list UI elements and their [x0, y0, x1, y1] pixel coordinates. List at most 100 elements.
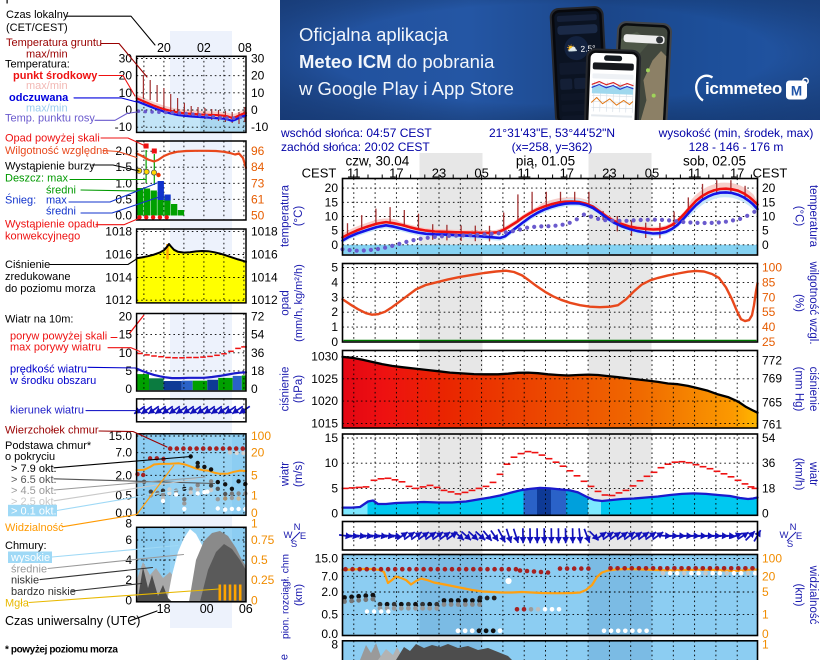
svg-text:10: 10 — [325, 456, 339, 470]
svg-text:0: 0 — [251, 103, 258, 117]
svg-text:0: 0 — [251, 382, 258, 396]
svg-text:15: 15 — [119, 328, 133, 342]
svg-text:W: W — [780, 530, 789, 541]
svg-text:15.0: 15.0 — [315, 552, 339, 566]
svg-text:2.0: 2.0 — [321, 585, 338, 599]
svg-text:20: 20 — [762, 181, 776, 195]
svg-text:1030: 1030 — [311, 350, 338, 364]
svg-text:2: 2 — [125, 573, 132, 587]
svg-text:S: S — [291, 539, 297, 550]
svg-text:11: 11 — [688, 166, 702, 181]
svg-text:(°C): (°C) — [293, 206, 305, 227]
svg-text:1016: 1016 — [105, 248, 132, 262]
svg-text:0.25: 0.25 — [251, 573, 275, 587]
svg-text:Widzialność: Widzialność — [5, 522, 64, 534]
svg-text:zredukowane: zredukowane — [5, 271, 70, 283]
svg-text:1018: 1018 — [105, 225, 132, 239]
svg-text:23: 23 — [432, 166, 446, 181]
svg-text:(km): (km) — [293, 584, 305, 606]
svg-text:S: S — [787, 539, 793, 550]
svg-text:1012: 1012 — [251, 293, 278, 307]
svg-text:o pokryciu: o pokryciu — [5, 451, 55, 463]
svg-text:0.5: 0.5 — [321, 608, 338, 622]
svg-text:0: 0 — [125, 594, 132, 608]
svg-text:20: 20 — [762, 569, 776, 583]
svg-text:N: N — [790, 522, 797, 533]
svg-text:konwekcyjnego: konwekcyjnego — [5, 231, 80, 243]
svg-text:> 0.1 okt.: > 0.1 okt. — [11, 506, 57, 518]
svg-text:1016: 1016 — [251, 248, 278, 262]
svg-text:20: 20 — [251, 446, 265, 460]
svg-text:05: 05 — [474, 166, 488, 181]
svg-text:5: 5 — [331, 481, 338, 495]
svg-text:54: 54 — [251, 328, 265, 342]
svg-text:2: 2 — [331, 305, 338, 319]
svg-text:Oficjalna aplikacja: Oficjalna aplikacja — [299, 24, 449, 45]
svg-text:0: 0 — [251, 594, 258, 608]
svg-text:temperatura: temperatura — [280, 184, 292, 247]
svg-text:CEST: CEST — [753, 166, 788, 181]
svg-text:Temperatura:: Temperatura: — [5, 59, 70, 71]
svg-text:0: 0 — [125, 103, 132, 117]
svg-text:czw, 30.04: czw, 30.04 — [346, 154, 410, 169]
svg-text:1014: 1014 — [105, 271, 132, 285]
svg-text:> 4.5 okt.: > 4.5 okt. — [11, 485, 57, 497]
svg-text:pion. rozciągł. chm: pion. rozciągł. chm — [281, 554, 292, 639]
svg-text:W: W — [284, 530, 293, 541]
svg-text:20: 20 — [325, 181, 339, 195]
svg-text:Wystąpienie burzy: Wystąpienie burzy — [5, 161, 95, 173]
svg-text:20: 20 — [157, 41, 171, 55]
svg-text:02: 02 — [197, 41, 211, 55]
svg-text:sob, 02.05: sob, 02.05 — [683, 154, 746, 169]
svg-text:ciśnienie: ciśnienie — [807, 367, 819, 412]
svg-text:1025: 1025 — [311, 372, 338, 386]
svg-text:1: 1 — [251, 516, 258, 530]
svg-text:wysokość (min, środek, max): wysokość (min, środek, max) — [658, 126, 814, 140]
svg-text:1012: 1012 — [105, 293, 132, 307]
svg-text:11: 11 — [347, 166, 361, 181]
svg-text:zachód słońca: 20:02 CEST: zachód słońca: 20:02 CEST — [281, 140, 430, 154]
svg-text:20: 20 — [119, 310, 133, 324]
svg-text:36: 36 — [762, 456, 776, 470]
svg-text:Podstawa chmur*: Podstawa chmur* — [5, 440, 92, 452]
svg-text:Śnieg:: Śnieg: — [5, 194, 36, 207]
svg-text:23: 23 — [602, 166, 616, 181]
svg-text:> 6.5 okt.: > 6.5 okt. — [11, 474, 57, 486]
svg-text:w środku obszaru: w środku obszaru — [9, 375, 96, 387]
svg-text:punkt środkowy: punkt środkowy — [13, 70, 98, 82]
svg-text:max/min: max/min — [26, 48, 68, 60]
svg-text:opad: opad — [280, 290, 292, 316]
svg-text:10: 10 — [119, 86, 133, 100]
svg-text:2.5°: 2.5° — [580, 43, 596, 54]
svg-text:1: 1 — [762, 608, 769, 622]
svg-text:kierunek wiatru: kierunek wiatru — [10, 405, 84, 417]
svg-text:100: 100 — [762, 552, 782, 566]
svg-text:0.5: 0.5 — [251, 553, 268, 567]
svg-text:100: 100 — [762, 261, 782, 275]
svg-text:1: 1 — [251, 488, 258, 502]
svg-text:0: 0 — [762, 238, 769, 252]
svg-text:00: 00 — [200, 602, 214, 616]
svg-text:do poziomu morza: do poziomu morza — [5, 283, 96, 295]
svg-text:pią, 01.05: pią, 01.05 — [516, 154, 575, 169]
svg-text:Wystąpienie opadu: Wystąpienie opadu — [5, 219, 98, 231]
svg-text:70: 70 — [762, 290, 776, 304]
svg-text:36: 36 — [251, 346, 265, 360]
svg-text:20: 20 — [119, 69, 133, 83]
svg-text:08: 08 — [238, 41, 252, 55]
svg-text:średni: średni — [46, 185, 76, 197]
svg-text:72: 72 — [251, 310, 265, 324]
svg-text:Chmury:: Chmury: — [5, 540, 47, 552]
svg-text:5: 5 — [125, 364, 132, 378]
svg-text:765: 765 — [762, 395, 782, 409]
svg-text:55: 55 — [762, 305, 776, 319]
svg-text:E: E — [796, 531, 802, 542]
svg-text:(°C): (°C) — [793, 206, 805, 227]
svg-text:15: 15 — [762, 195, 776, 209]
svg-text:30: 30 — [119, 52, 133, 66]
svg-text:-10: -10 — [251, 120, 269, 134]
svg-text:0: 0 — [331, 238, 338, 252]
svg-text:1: 1 — [331, 320, 338, 334]
svg-text:Czas uniwersalny (UTC): Czas uniwersalny (UTC) — [5, 614, 140, 628]
svg-text:Meteo ICM do pobrania: Meteo ICM do pobrania — [299, 51, 495, 72]
